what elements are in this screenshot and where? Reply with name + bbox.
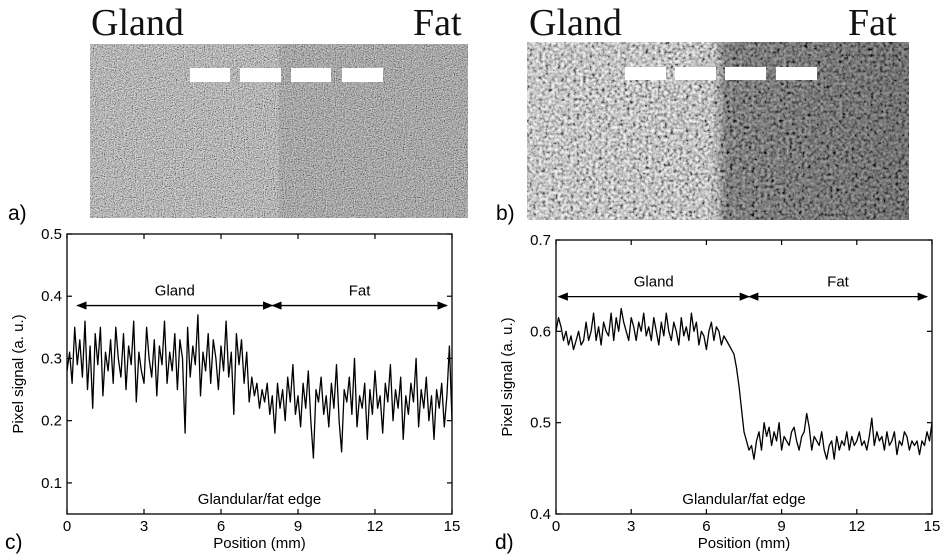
c-y-tick-label: 0.5 (41, 226, 62, 243)
d-y-tick-label: 0.4 (530, 506, 551, 523)
d-edge-annotation: Glandular/fat edge (682, 491, 805, 508)
panel-b-gland-label: Gland (529, 2, 622, 44)
c-signal-line (66, 314, 453, 459)
d-y-tick-label: 0.6 (530, 323, 551, 340)
d-x-tick-label: 9 (777, 518, 785, 535)
panel-b-marker-3 (725, 67, 766, 80)
c-x-tick-label: 12 (367, 518, 384, 535)
d-x-tick-label: 0 (552, 518, 560, 535)
d-x-tick-label: 3 (627, 518, 635, 535)
d-signal-line (555, 307, 933, 460)
panel-d-letter: d) (495, 531, 514, 554)
c-y-tick-label: 0.3 (41, 350, 62, 367)
panel-b-marker-4 (776, 67, 817, 80)
c-edge-annotation: Glandular/fat edge (198, 491, 321, 508)
panel-a-gland-label: Gland (91, 2, 184, 44)
panel-a-marker-2 (240, 68, 281, 82)
c-y-tick-label: 0.4 (41, 288, 62, 305)
panel-b-fat-label: Fat (848, 2, 897, 44)
d-x-tick-label: 12 (848, 518, 865, 535)
c-x-axis-label: Position (mm) (213, 535, 306, 552)
panel-b-letter: b) (496, 202, 515, 225)
d-x-tick-label: 15 (924, 518, 941, 535)
d-x-axis-label: Position (mm) (698, 535, 791, 552)
d-y-tick-label: 0.5 (530, 415, 551, 432)
panel-a-letter: a) (8, 202, 27, 225)
c-fat-annotation: Fat (349, 283, 372, 300)
panel-a-fat-label: Fat (413, 2, 462, 44)
d-x-tick-label: 6 (702, 518, 710, 535)
panel-b-image (527, 42, 909, 220)
c-x-tick-label: 9 (294, 518, 302, 535)
c-y-tick-label: 0.1 (41, 475, 62, 492)
panel-a-marker-4 (342, 68, 383, 82)
c-gland-annotation: Gland (155, 283, 195, 300)
c-y-axis-label: Pixel signal (a. u.) (10, 314, 27, 433)
d-plot-frame (555, 239, 933, 515)
panel-b-marker-1 (625, 67, 666, 80)
d-fat-annotation: Fat (827, 274, 850, 291)
d-gland-annotation: Gland (634, 274, 674, 291)
panel-a-marker-1 (190, 68, 230, 82)
d-y-tick-label: 0.7 (530, 232, 551, 249)
panel-a-image (90, 44, 468, 218)
d-y-axis-label: Pixel signal (a. u.) (499, 317, 516, 436)
c-plot-frame (66, 233, 453, 515)
c-x-tick-label: 6 (217, 518, 225, 535)
chart-c: 0 3 6 9 12 15 0.1 0.2 0.3 0.4 0.5 Position (mm) Pixe… (10, 226, 460, 552)
panel-b-marker-2 (675, 67, 716, 80)
chart-d: 0 3 6 9 12 15 0.4 0.5 0.6 0.7 Position (mm) Pixel s… (499, 232, 940, 552)
c-x-tick-label: 15 (444, 518, 461, 535)
panel-c-letter: c) (5, 531, 23, 554)
c-x-tick-label: 3 (140, 518, 148, 535)
c-y-tick-label: 0.2 (41, 413, 62, 430)
panel-a-marker-3 (291, 68, 331, 82)
c-x-tick-label: 0 (63, 518, 71, 535)
